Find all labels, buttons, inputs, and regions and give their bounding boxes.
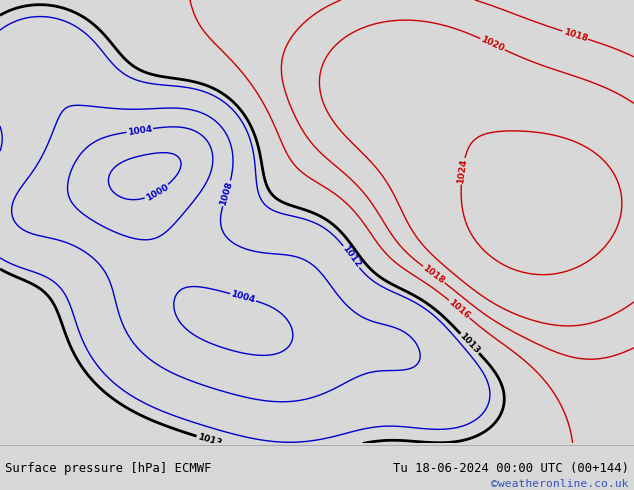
Text: Tu 18-06-2024 00:00 UTC (00+144): Tu 18-06-2024 00:00 UTC (00+144) [393, 462, 629, 475]
Text: 1024: 1024 [456, 158, 469, 184]
Text: 1020: 1020 [479, 35, 506, 53]
Text: 1013: 1013 [197, 432, 223, 448]
Text: ©weatheronline.co.uk: ©weatheronline.co.uk [491, 479, 629, 489]
Text: 1000: 1000 [144, 182, 170, 202]
Text: 1016: 1016 [447, 297, 472, 320]
Text: Surface pressure [hPa] ECMWF: Surface pressure [hPa] ECMWF [5, 462, 212, 475]
Text: 1004: 1004 [127, 124, 153, 137]
Text: 1008: 1008 [219, 180, 235, 206]
Text: 1018: 1018 [562, 27, 588, 43]
Text: 1013: 1013 [458, 331, 481, 356]
Text: 1018: 1018 [421, 263, 446, 286]
Text: 1012: 1012 [340, 244, 362, 270]
Text: 1004: 1004 [230, 290, 256, 305]
